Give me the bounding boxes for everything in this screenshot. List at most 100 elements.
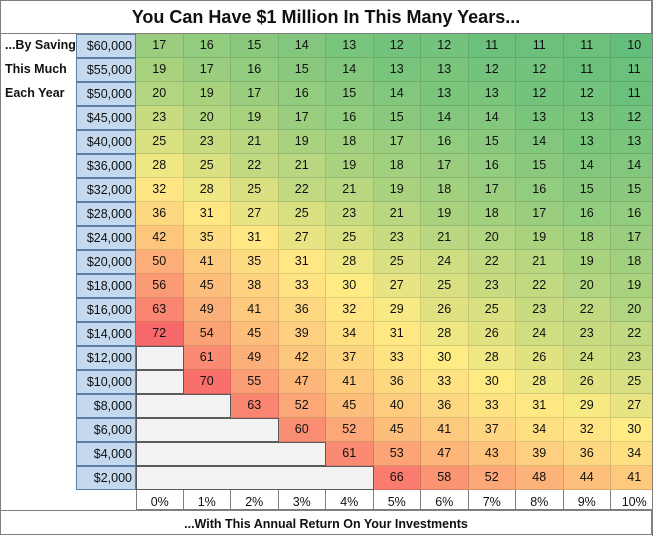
years-value-cell: 16	[563, 202, 611, 226]
years-value-cell: 63	[136, 298, 184, 322]
years-value-cell: 16	[468, 154, 516, 178]
years-value-cell: 10	[611, 34, 653, 58]
years-value-cell: 25	[326, 226, 374, 250]
return-rate-tick: 0%	[136, 490, 184, 510]
years-value-cell: 31	[516, 394, 564, 418]
row-axis-label-panel: ...By Saving This Much Each Year	[0, 34, 76, 509]
years-value-cell: 17	[136, 34, 184, 58]
years-value-cell: 56	[136, 274, 184, 298]
years-value-cell: 25	[278, 202, 326, 226]
years-value-cell: 14	[278, 34, 326, 58]
years-value-cell: 16	[421, 130, 469, 154]
years-value-cell: 29	[373, 298, 421, 322]
years-value-cell: 19	[563, 250, 611, 274]
years-value-cell: 50	[136, 250, 184, 274]
years-value-cell: 17	[611, 226, 653, 250]
savings-amount-cell: $16,000	[76, 298, 136, 322]
years-value-cell: 61	[326, 442, 374, 466]
years-value-cell: 23	[373, 226, 421, 250]
savings-amount-cell: $12,000	[76, 346, 136, 370]
years-value-cell: 28	[516, 370, 564, 394]
years-value-cell: 13	[563, 130, 611, 154]
return-rate-tick: 1%	[183, 490, 231, 510]
years-value-cell: 37	[468, 418, 516, 442]
years-value-cell: 58	[421, 466, 469, 490]
savings-amount-cell: $2,000	[76, 466, 136, 490]
years-value-cell: 21	[231, 130, 279, 154]
years-value-cell: 32	[136, 178, 184, 202]
years-value-cell: 25	[136, 130, 184, 154]
years-value-cell: 41	[183, 250, 231, 274]
years-value-cell: 11	[611, 58, 653, 82]
years-value-cell: 60	[278, 418, 326, 442]
years-value-cell: 32	[326, 298, 374, 322]
years-value-cell: 19	[326, 154, 374, 178]
years-value-cell: 21	[326, 178, 374, 202]
years-value-cell: 47	[421, 442, 469, 466]
years-value-cell: 13	[373, 58, 421, 82]
years-value-cell: 17	[231, 82, 279, 106]
years-value-cell: 29	[563, 394, 611, 418]
years-value-cell: 21	[421, 226, 469, 250]
years-value-cell: 52	[326, 418, 374, 442]
years-value-cell: 53	[373, 442, 421, 466]
years-value-cell: 39	[516, 442, 564, 466]
return-rate-tick: 5%	[373, 490, 421, 510]
side-label-line-2: This Much	[5, 62, 67, 76]
years-value-cell: 52	[468, 466, 516, 490]
years-value-cell: 18	[611, 250, 653, 274]
years-value-cell: 17	[516, 202, 564, 226]
years-value-cell: 20	[136, 82, 184, 106]
years-value-cell: 49	[231, 346, 279, 370]
years-value-cell: 22	[278, 178, 326, 202]
years-value-cell: 15	[326, 82, 374, 106]
return-rate-tick: 2%	[231, 490, 279, 510]
years-value-cell: 45	[326, 394, 374, 418]
years-value-cell: 20	[468, 226, 516, 250]
savings-amount-cell: $36,000	[76, 154, 136, 178]
years-value-cell: 25	[611, 370, 653, 394]
years-value-cell: 16	[278, 82, 326, 106]
years-value-cell: 19	[373, 178, 421, 202]
years-value-cell: 21	[516, 250, 564, 274]
years-value-cell: 55	[231, 370, 279, 394]
years-value-cell: 24	[421, 250, 469, 274]
years-value-cell: 28	[326, 250, 374, 274]
years-value-cell: 42	[136, 226, 184, 250]
return-rate-tick: 3%	[278, 490, 326, 510]
years-value-cell: 19	[516, 226, 564, 250]
years-value-cell: 15	[516, 154, 564, 178]
years-value-cell: 17	[183, 58, 231, 82]
years-value-cell: 11	[611, 82, 653, 106]
years-value-cell: 70	[183, 370, 231, 394]
years-value-cell: 30	[468, 370, 516, 394]
years-value-cell: 19	[183, 82, 231, 106]
years-value-cell: 26	[421, 298, 469, 322]
years-value-cell: 26	[563, 370, 611, 394]
years-value-cell: 21	[278, 154, 326, 178]
years-value-cell: 33	[421, 370, 469, 394]
savings-amount-cell: $18,000	[76, 274, 136, 298]
years-value-cell: 11	[563, 34, 611, 58]
years-value-cell: 13	[421, 58, 469, 82]
years-value-cell: 25	[231, 178, 279, 202]
years-value-cell: 26	[468, 322, 516, 346]
years-value-cell: 14	[611, 154, 653, 178]
years-value-cell: 21	[373, 202, 421, 226]
years-value-cell: 13	[611, 130, 653, 154]
years-value-cell: 18	[373, 154, 421, 178]
years-value-cell: 18	[421, 178, 469, 202]
years-value-cell: 19	[421, 202, 469, 226]
years-value-cell: 45	[373, 418, 421, 442]
years-value-cell: 28	[183, 178, 231, 202]
years-value-cell: 25	[183, 154, 231, 178]
rate-row-blank	[0, 490, 136, 510]
years-value-cell: 52	[278, 394, 326, 418]
years-value-cell: 20	[183, 106, 231, 130]
years-value-cell: 41	[326, 370, 374, 394]
years-value-cell: 54	[183, 322, 231, 346]
return-rate-tick: 8%	[516, 490, 564, 510]
not-achievable-cell	[136, 346, 184, 370]
years-value-cell: 14	[326, 58, 374, 82]
years-value-cell: 14	[563, 154, 611, 178]
